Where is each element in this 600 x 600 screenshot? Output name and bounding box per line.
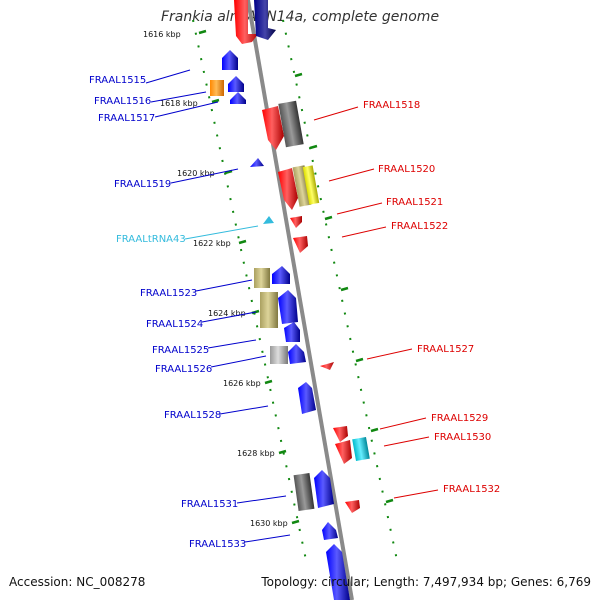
gene-block[interactable] [352,436,370,462]
gene-label[interactable]: FRAAL1523 [140,288,197,299]
gene-label[interactable]: FRAAL1530 [434,432,491,443]
gene-block[interactable] [260,292,278,328]
gene-label[interactable]: FRAAL1527 [417,344,474,355]
gene-block[interactable] [302,165,320,205]
gene-arrow[interactable] [272,266,290,284]
inner-tick-track [192,19,307,561]
gene-label[interactable]: FRAAL1515 [89,75,146,86]
gene-label[interactable]: FRAAL1518 [363,100,420,111]
gene-arrow[interactable] [335,440,352,464]
gene-arrow[interactable] [320,362,334,370]
gene-arrow[interactable] [288,344,306,364]
kbp-label: 1626 kbp [223,379,261,388]
gene-label[interactable]: FRAAL1517 [98,113,155,124]
gene-block[interactable] [270,346,288,364]
gene-label[interactable]: FRAAL1525 [152,345,209,356]
kbp-label: 1622 kbp [193,239,231,248]
gene-arrow[interactable] [222,50,238,70]
kbp-label: 1624 kbp [208,309,246,318]
gene-arrow[interactable] [290,216,302,228]
gene-block[interactable] [254,268,270,288]
forward-gene-labels: FRAAL1515 FRAAL1516 FRAAL1517 FRAAL1519 … [89,69,291,550]
gene-arrow[interactable] [293,236,308,253]
gene-label[interactable]: FRAAL1519 [114,179,171,190]
gene-block[interactable] [293,473,315,511]
gene-label[interactable]: FRAAL1532 [443,484,500,495]
gene-label[interactable]: FRAALtRNA43 [116,234,186,245]
outer-tick-track [282,19,399,566]
gene-arrow[interactable] [278,290,298,324]
gene-block[interactable] [210,80,224,96]
gene-label[interactable]: FRAAL1531 [181,499,238,510]
gene-features[interactable] [210,0,370,600]
major-ticks [198,29,394,525]
gene-label[interactable]: FRAAL1516 [94,96,151,107]
kbp-labels: 1616 kbp 1618 kbp 1620 kbp 1622 kbp 1624… [143,30,288,528]
map-title: Frankia alni ACN14a, complete genome [160,9,440,25]
gene-label[interactable]: FRAAL1522 [391,221,448,232]
gene-arrow[interactable] [230,92,246,104]
gene-arrow[interactable] [278,168,298,210]
gene-arrow[interactable] [298,382,316,414]
gene-arrow[interactable] [326,544,350,600]
gene-label[interactable]: FRAAL1526 [155,364,212,375]
gene-arrow[interactable] [345,500,360,513]
gene-arrow[interactable] [250,158,264,167]
gene-label[interactable]: FRAAL1521 [386,197,443,208]
gene-arrow[interactable] [322,522,338,540]
gene-label[interactable]: FRAAL1533 [189,539,246,550]
reverse-gene-labels: FRAAL1518 FRAAL1520 FRAAL1521 FRAAL1522 … [313,100,500,499]
gene-label[interactable]: FRAAL1529 [431,413,488,424]
genome-summary-text: Topology: circular; Length: 7,497,934 bp… [261,575,591,589]
gene-arrow[interactable] [314,470,334,508]
gene-block[interactable] [292,165,312,207]
gene-arrow[interactable] [254,0,276,40]
accession-text: Accession: NC_008278 [9,575,146,589]
gene-arrow[interactable] [262,106,284,150]
gene-block[interactable] [278,100,304,148]
gene-label[interactable]: FRAAL1524 [146,319,203,330]
genome-backbone [246,0,354,600]
kbp-label: 1628 kbp [237,449,275,458]
gene-label[interactable]: FRAAL1528 [164,410,221,421]
gene-label[interactable]: FRAAL1520 [378,164,435,175]
gene-arrow[interactable] [284,322,300,342]
gene-arrow[interactable] [234,0,258,44]
kbp-label: 1616 kbp [143,30,181,39]
kbp-label: 1630 kbp [250,519,288,528]
gene-arrow[interactable] [333,426,348,442]
trna-feature[interactable] [263,216,274,224]
kbp-label: 1618 kbp [160,99,198,108]
kbp-label: 1620 kbp [177,169,215,178]
gene-arrow[interactable] [228,76,244,92]
